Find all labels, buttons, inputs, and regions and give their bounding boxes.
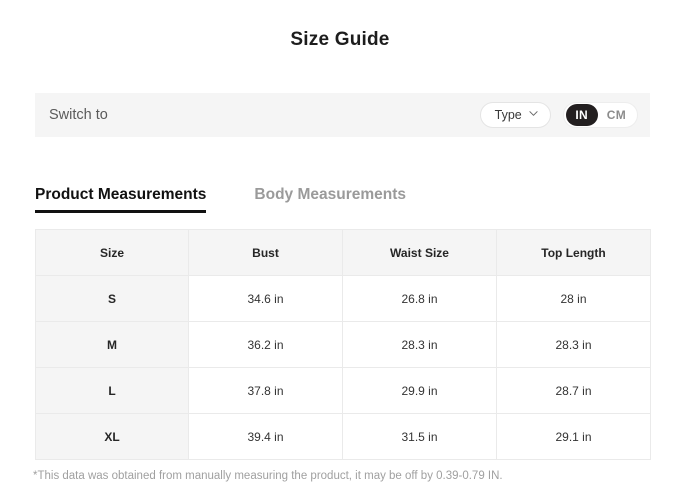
unit-switch-bar: Switch to Type IN CM	[35, 93, 650, 137]
cell-size: XL	[35, 413, 189, 460]
column-header-size: Size	[35, 229, 189, 276]
unit-option-cm[interactable]: CM	[606, 108, 626, 122]
cell-waist: 26.8 in	[342, 275, 497, 322]
size-table: Size Bust Waist Size Top Length S 34.6 i…	[35, 229, 651, 460]
cell-top-length: 28.7 in	[496, 367, 651, 414]
table-row: XL 39.4 in 31.5 in 29.1 in	[35, 413, 651, 460]
switch-controls: Type IN CM	[479, 102, 638, 128]
type-dropdown[interactable]: Type	[479, 102, 551, 128]
cell-waist: 29.9 in	[342, 367, 497, 414]
cell-size: L	[35, 367, 189, 414]
column-header-bust: Bust	[188, 229, 343, 276]
type-dropdown-label: Type	[494, 108, 522, 122]
cell-waist: 31.5 in	[342, 413, 497, 460]
column-header-top-length: Top Length	[496, 229, 651, 276]
cell-top-length: 28 in	[496, 275, 651, 322]
tab-body-measurements[interactable]: Body Measurements	[254, 186, 407, 203]
cell-waist: 28.3 in	[342, 321, 497, 368]
unit-toggle[interactable]: IN CM	[562, 102, 638, 128]
cell-size: M	[35, 321, 189, 368]
cell-bust: 37.8 in	[188, 367, 343, 414]
cell-top-length: 28.3 in	[496, 321, 651, 368]
measurement-disclaimer: *This data was obtained from manually me…	[33, 470, 503, 482]
size-table-body: S 34.6 in 26.8 in 28 in M 36.2 in 28.3 i…	[35, 275, 651, 460]
measurement-tabs: Product Measurements Body Measurements	[35, 186, 406, 213]
chevron-down-icon	[529, 109, 538, 118]
size-table-head: Size Bust Waist Size Top Length	[35, 229, 651, 276]
table-row: M 36.2 in 28.3 in 28.3 in	[35, 321, 651, 368]
cell-bust: 34.6 in	[188, 275, 343, 322]
cell-top-length: 29.1 in	[496, 413, 651, 460]
page-title: Size Guide	[290, 29, 390, 50]
column-header-waist-size: Waist Size	[342, 229, 497, 276]
cell-bust: 36.2 in	[188, 321, 343, 368]
table-header-row: Size Bust Waist Size Top Length	[35, 229, 651, 276]
unit-option-in[interactable]: IN	[565, 104, 598, 126]
table-row: S 34.6 in 26.8 in 28 in	[35, 275, 651, 322]
cell-bust: 39.4 in	[188, 413, 343, 460]
tab-product-measurements[interactable]: Product Measurements	[35, 186, 207, 213]
switch-to-label: Switch to	[49, 107, 108, 123]
table-row: L 37.8 in 29.9 in 28.7 in	[35, 367, 651, 414]
cell-size: S	[35, 275, 189, 322]
